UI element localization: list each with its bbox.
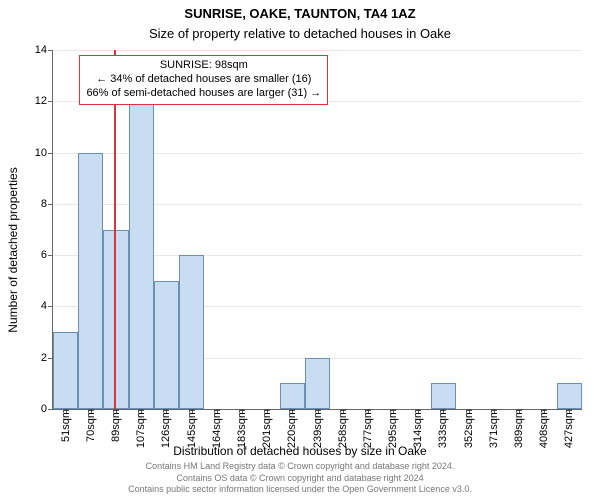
ytick-mark: [48, 204, 53, 205]
xtick-label: 258sqm: [337, 409, 349, 448]
ytick-mark: [48, 255, 53, 256]
xtick-label: 51sqm: [60, 409, 72, 442]
ytick-mark: [48, 50, 53, 51]
y-axis-label: Number of detached properties: [6, 167, 20, 332]
bar: [305, 358, 330, 409]
chart-title-line1: SUNRISE, OAKE, TAUNTON, TA4 1AZ: [0, 6, 600, 21]
xtick-label: 371sqm: [488, 409, 500, 448]
ytick-label: 0: [41, 403, 47, 415]
bar: [280, 383, 305, 409]
xtick-label: 126sqm: [160, 409, 172, 448]
bar: [53, 332, 78, 409]
bar: [78, 153, 103, 409]
xtick-label: 70sqm: [85, 409, 97, 442]
ytick-label: 8: [41, 198, 47, 210]
xtick-label: 183sqm: [236, 409, 248, 448]
chart-title-line2: Size of property relative to detached ho…: [0, 26, 600, 41]
xtick-label: 107sqm: [135, 409, 147, 448]
ytick-label: 10: [35, 147, 47, 159]
annotation-line1: SUNRISE: 98sqm: [86, 59, 321, 73]
xtick-label: 333sqm: [437, 409, 449, 448]
footer-line3: Contains public sector information licen…: [0, 484, 600, 496]
bar: [129, 101, 154, 409]
ytick-label: 6: [41, 249, 47, 261]
xtick-label: 145sqm: [186, 409, 198, 448]
ytick-label: 2: [41, 352, 47, 364]
ytick-mark: [48, 153, 53, 154]
ytick-mark: [48, 101, 53, 102]
xtick-label: 352sqm: [463, 409, 475, 448]
bar: [154, 281, 179, 409]
gridline: [53, 50, 582, 51]
xtick-label: 239sqm: [312, 409, 324, 448]
annotation-line3: 66% of semi-detached houses are larger (…: [86, 87, 321, 101]
annotation-box: SUNRISE: 98sqm ← 34% of detached houses …: [79, 55, 328, 104]
bar: [179, 255, 204, 409]
footer-line2: Contains OS data © Crown copyright and d…: [0, 473, 600, 485]
ytick-label: 14: [35, 44, 47, 56]
xtick-label: 201sqm: [261, 409, 273, 448]
xtick-label: 427sqm: [563, 409, 575, 448]
xtick-label: 220sqm: [286, 409, 298, 448]
chart-container: { "titles": { "line1": "SUNRISE, OAKE, T…: [0, 0, 600, 500]
ytick-mark: [48, 306, 53, 307]
footer-line1: Contains HM Land Registry data © Crown c…: [0, 461, 600, 473]
bar: [103, 230, 128, 410]
plot-area: 0246810121451sqm70sqm89sqm107sqm126sqm14…: [52, 50, 582, 410]
xtick-label: 89sqm: [110, 409, 122, 442]
ytick-mark: [48, 409, 53, 410]
ytick-label: 4: [41, 300, 47, 312]
x-axis-label: Distribution of detached houses by size …: [0, 444, 600, 458]
xtick-label: 389sqm: [513, 409, 525, 448]
xtick-label: 408sqm: [538, 409, 550, 448]
ytick-label: 12: [35, 95, 47, 107]
bar: [431, 383, 456, 409]
annotation-line2: ← 34% of detached houses are smaller (16…: [86, 73, 321, 87]
bar: [557, 383, 582, 409]
xtick-label: 164sqm: [211, 409, 223, 448]
xtick-label: 295sqm: [387, 409, 399, 448]
xtick-label: 277sqm: [362, 409, 374, 448]
footer: Contains HM Land Registry data © Crown c…: [0, 461, 600, 496]
xtick-label: 314sqm: [412, 409, 424, 448]
